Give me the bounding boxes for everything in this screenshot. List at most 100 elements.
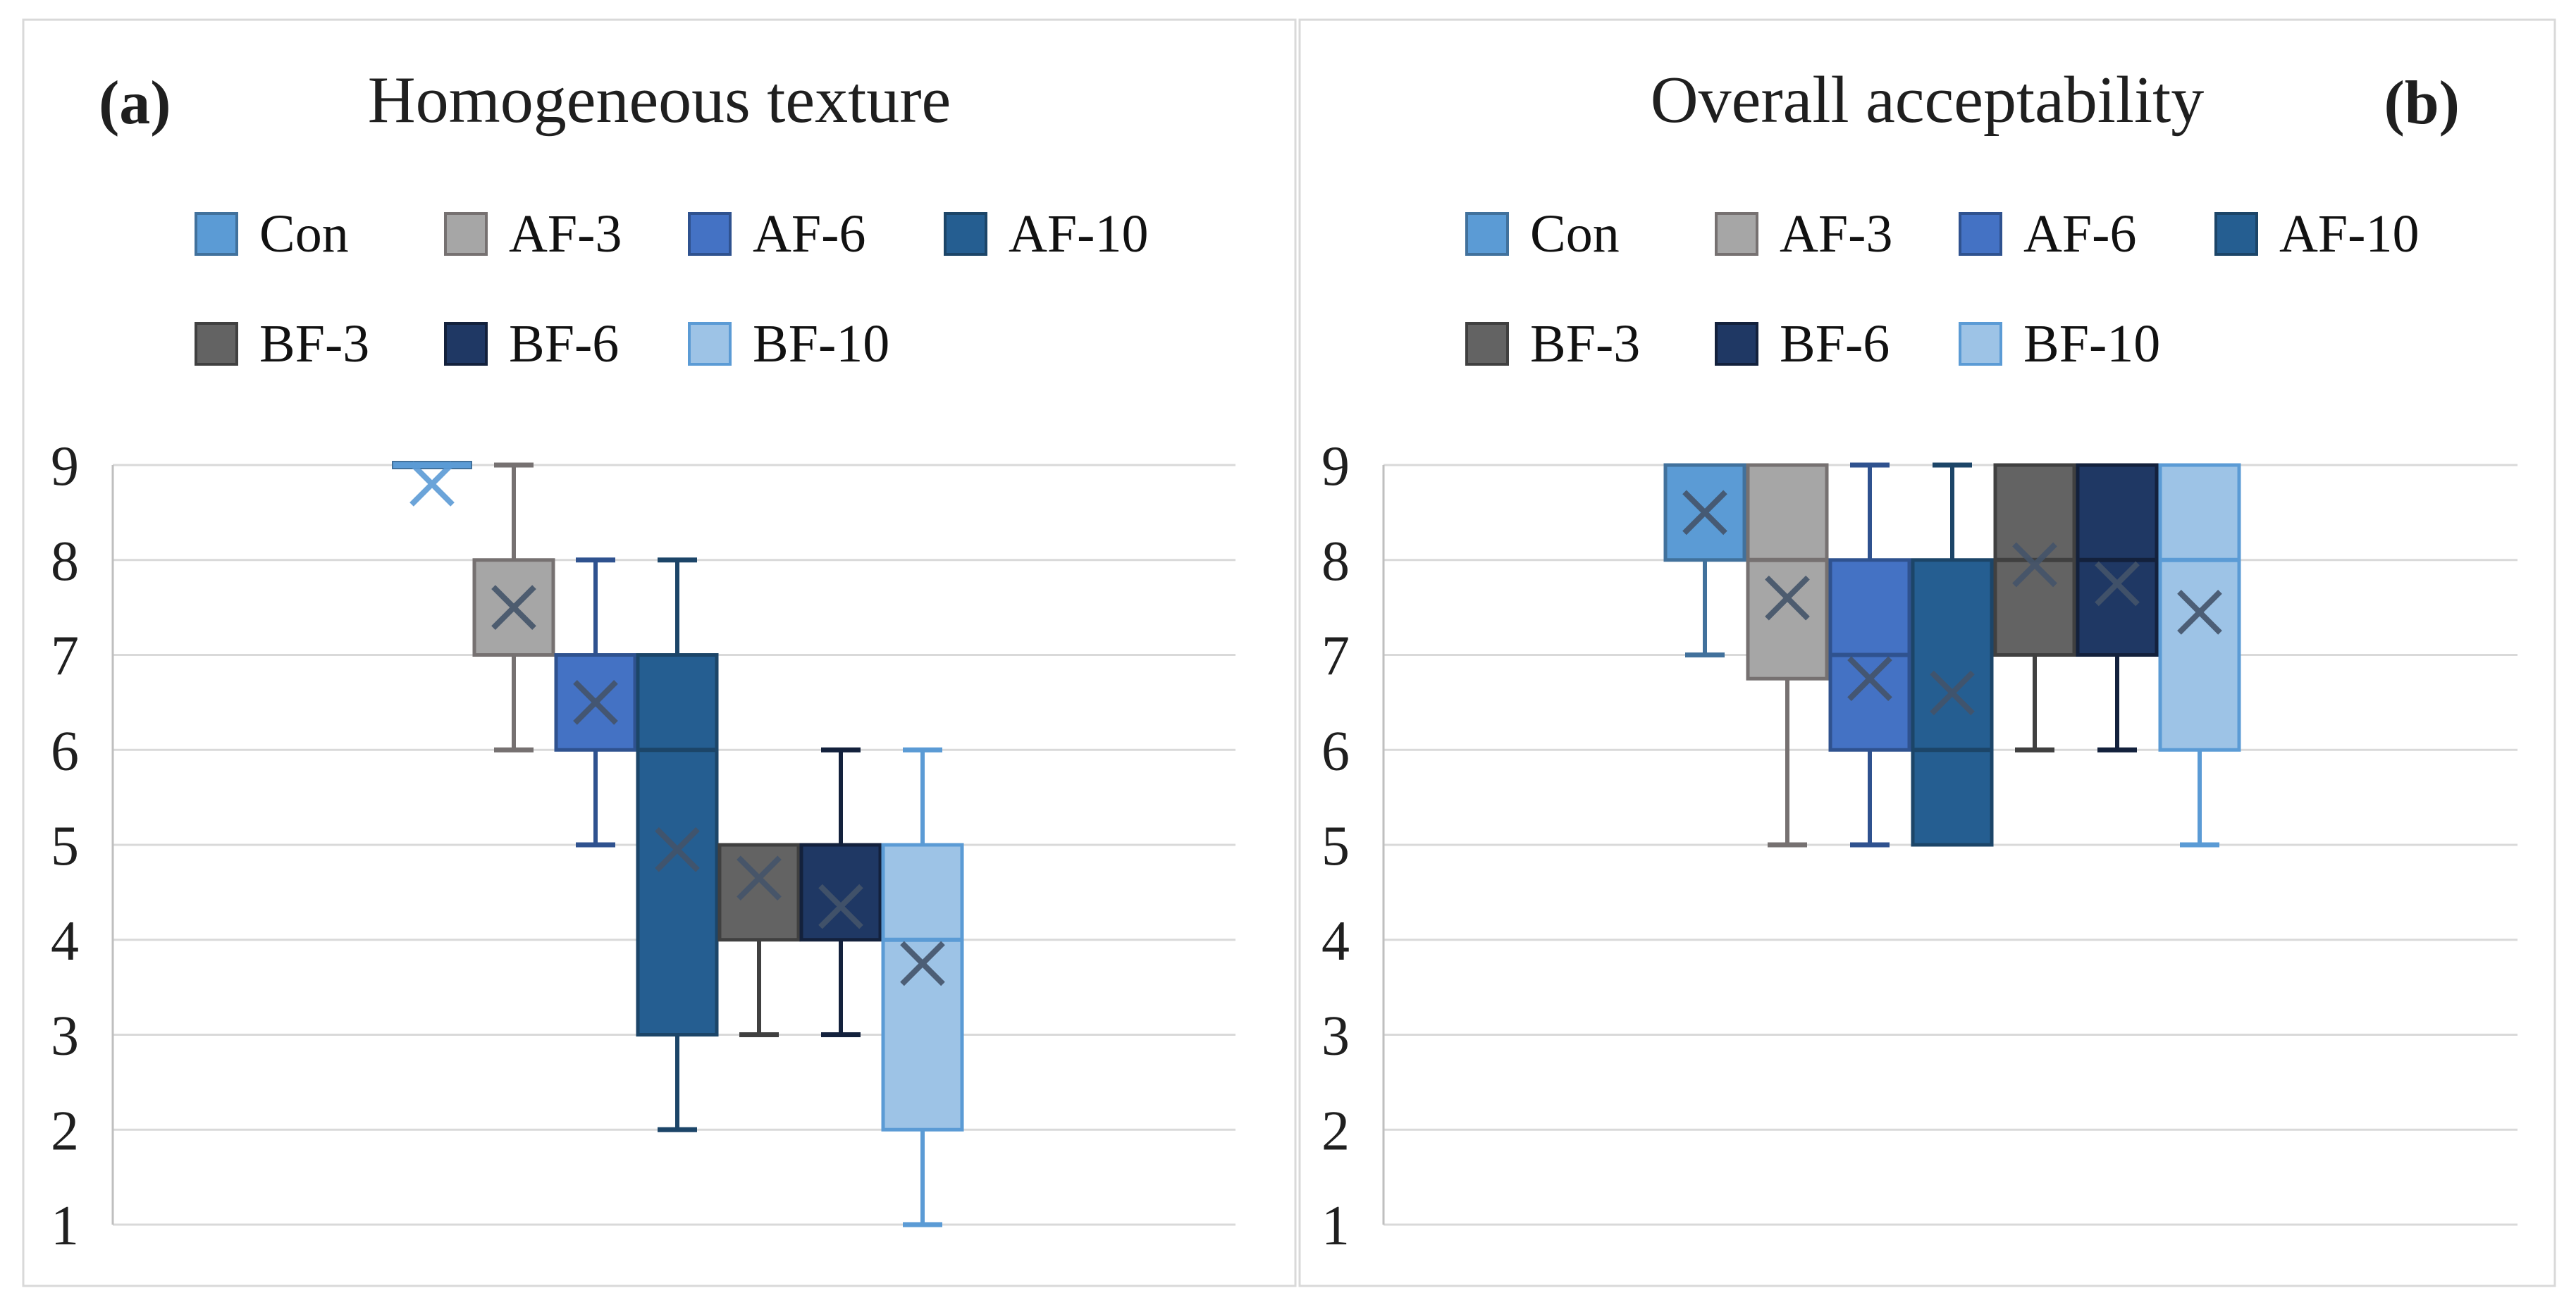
box-AF-3 — [1746, 463, 1829, 681]
y-tick-label-2: 2 — [51, 1100, 79, 1162]
panel-a: 1 2 3 4 5 6 7 8 9 — [22, 18, 1297, 1287]
box-AF-6 — [554, 653, 637, 752]
legend-swatch-bf3-b — [1465, 322, 1509, 366]
box-AF-10 — [636, 653, 719, 1036]
collapsed-box-Con — [392, 461, 472, 469]
legend-label-af3-b: AF-3 — [1780, 204, 1893, 264]
y-tick-label-3: 3 — [51, 1005, 79, 1067]
legend-swatch-af6-b — [1959, 212, 2002, 256]
legend-label-bf10-b: BF-10 — [2023, 314, 2161, 373]
legend-item-af10-b: AF-10 — [2214, 207, 2419, 261]
y-tick-label-8: 8 — [51, 531, 79, 593]
box-group-BF-10 — [2158, 463, 2241, 848]
box-group-Con — [1663, 463, 1746, 657]
mean-marker-AF-6 — [573, 680, 618, 725]
y-tick-label-5: 5 — [51, 815, 79, 877]
box-group-AF-3 — [1746, 463, 1829, 848]
legend-item-con: Con — [195, 207, 349, 261]
mean-marker-AF-10 — [655, 827, 700, 872]
box-group-BF-3 — [1993, 463, 2076, 753]
legend-swatch-bf6 — [444, 322, 488, 366]
legend-label-bf6: BF-6 — [509, 314, 620, 373]
legend-item-bf3-b: BF-3 — [1465, 317, 1640, 371]
box-BF-10 — [2158, 463, 2241, 752]
legend-swatch-af6 — [688, 212, 732, 256]
box-BF-10 — [881, 843, 964, 1132]
legend-item-con-b: Con — [1465, 207, 1620, 261]
box-group-AF-10 — [1911, 462, 1994, 847]
mean-marker-BF-6 — [2095, 561, 2140, 607]
panel-b: 1 2 3 4 5 6 7 8 9 — [1298, 18, 2556, 1287]
mean-marker-BF-10 — [900, 941, 945, 986]
legend-item-bf6: BF-6 — [444, 317, 619, 371]
legend-label-af10: AF-10 — [1009, 204, 1149, 264]
legend-label-bf3-b: BF-3 — [1530, 314, 1641, 373]
legend-item-bf10: BF-10 — [688, 317, 889, 371]
y-tick-label-4: 4 — [1321, 910, 1350, 972]
y-tick-label-7: 7 — [51, 626, 79, 688]
y-tick-label-1: 1 — [51, 1195, 79, 1257]
mean-marker-Con — [1682, 490, 1727, 536]
mean-marker-BF-3 — [737, 855, 782, 901]
box-group-AF-3 — [472, 462, 555, 753]
legend-label-con-b: Con — [1530, 204, 1620, 264]
box-group-BF-10 — [881, 747, 964, 1227]
box-group-AF-6 — [1828, 462, 1911, 848]
legend-swatch-con-b — [1465, 212, 1509, 256]
panel-border — [22, 18, 1297, 1287]
y-tick-label-5: 5 — [1321, 815, 1350, 877]
mean-marker-AF-3 — [491, 585, 536, 630]
legend-label-af10-b: AF-10 — [2279, 204, 2420, 264]
box-BF-3 — [717, 843, 801, 942]
legend-item-bf10-b: BF-10 — [1959, 317, 2160, 371]
box-AF-10 — [1911, 558, 1994, 847]
y-tick-label-6: 6 — [51, 720, 79, 782]
mean-marker-BF-3 — [2012, 542, 2057, 588]
legend-item-af3-b: AF-3 — [1715, 207, 1892, 261]
legend-label-bf6-b: BF-6 — [1780, 314, 1890, 373]
mean-marker-BF-10 — [2177, 590, 2222, 635]
mean-marker-AF-6 — [1847, 656, 1892, 702]
legend-swatch-bf10 — [688, 322, 732, 366]
legend-swatch-bf10-b — [1959, 322, 2002, 366]
panel-b-title: Overall acceptability — [1650, 63, 2205, 137]
box-group-AF-10 — [636, 557, 719, 1132]
legend-label-bf10: BF-10 — [753, 314, 890, 373]
box-group-AF-6 — [554, 557, 637, 848]
legend-item-bf3: BF-3 — [195, 317, 369, 371]
y-tick-label-2: 2 — [1321, 1100, 1350, 1162]
mean-marker-Con — [409, 462, 455, 507]
mean-marker-AF-10 — [1930, 670, 1975, 716]
legend-swatch-af10 — [944, 212, 987, 256]
y-tick-label-9: 9 — [51, 435, 79, 497]
panel-a-corner-label: (a) — [99, 69, 171, 137]
legend-label-af6-b: AF-6 — [2023, 204, 2137, 264]
mean-marker-BF-6 — [818, 884, 863, 929]
box-group-BF-6 — [799, 747, 882, 1037]
legend-swatch-bf6-b — [1715, 322, 1758, 366]
legend-swatch-con — [195, 212, 238, 256]
legend-item-af10: AF-10 — [944, 207, 1148, 261]
box-BF-6 — [799, 843, 882, 942]
y-tick-label-1: 1 — [1321, 1195, 1350, 1257]
mean-marker-AF-3 — [1765, 575, 1810, 621]
legend-swatch-af3 — [444, 212, 488, 256]
box-group-Con — [392, 461, 472, 507]
legend-item-af6-b: AF-6 — [1959, 207, 2136, 261]
y-tick-label-6: 6 — [1321, 720, 1350, 782]
y-tick-label-3: 3 — [1321, 1005, 1350, 1067]
panel-a-title: Homogeneous texture — [367, 63, 951, 137]
panel-b-corner-label: (b) — [2384, 69, 2460, 137]
legend-swatch-bf3 — [195, 322, 238, 366]
legend-label-bf3: BF-3 — [259, 314, 370, 373]
y-tick-label-9: 9 — [1321, 435, 1350, 497]
legend-label-con: Con — [259, 204, 349, 264]
box-group-BF-3 — [717, 843, 801, 1037]
legend-label-af3: AF-3 — [509, 204, 622, 264]
legend-item-af3: AF-3 — [444, 207, 622, 261]
legend-swatch-af10-b — [2214, 212, 2258, 256]
legend-label-af6: AF-6 — [753, 204, 866, 264]
y-tick-label-7: 7 — [1321, 626, 1350, 688]
